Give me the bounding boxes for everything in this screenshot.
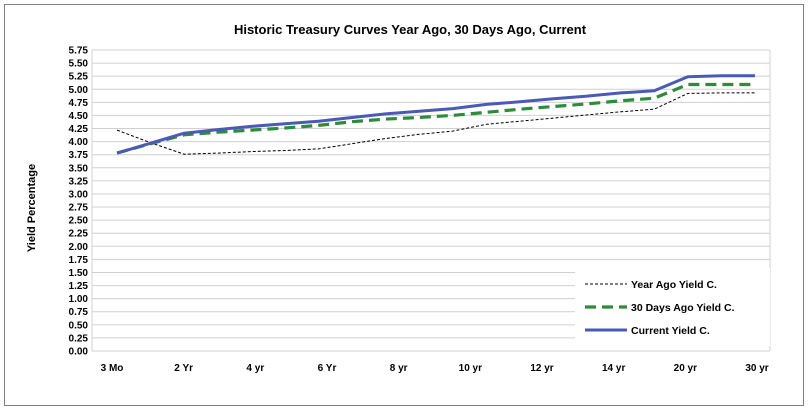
legend-label: Year Ago Yield C. <box>631 279 717 291</box>
y-tick-label: 3.50 <box>69 163 89 174</box>
x-tick-label: 8 yr <box>390 363 408 374</box>
y-tick-label: 0.75 <box>69 307 89 318</box>
x-tick-label: 30 yr <box>745 363 768 374</box>
x-tick-label: 4 yr <box>246 363 264 374</box>
x-tick-label: 10 yr <box>459 363 482 374</box>
y-tick-label: 5.75 <box>69 46 89 57</box>
y-tick-label: 1.75 <box>69 255 89 266</box>
y-tick-label: 0.00 <box>69 347 89 358</box>
series-lines <box>116 74 755 155</box>
y-tick-label: 1.50 <box>69 268 89 279</box>
series-line <box>116 82 755 155</box>
y-tick-label: 4.75 <box>69 98 89 109</box>
x-tick-label: 3 Mo <box>101 363 124 374</box>
y-tick-label: 1.25 <box>69 281 89 292</box>
y-tick-label: 2.25 <box>69 229 89 240</box>
y-tick-label: 4.50 <box>69 111 89 122</box>
x-tick-labels: 3 Mo 2 Yr 4 yr 6 Yr 8 yr 10 yr 12 yr 14 yr 20 yr… <box>101 363 769 374</box>
legend-label: Current Yield C. <box>631 325 710 337</box>
y-tick-label: 1.00 <box>69 294 89 305</box>
x-tick-label: 6 Yr <box>318 363 337 374</box>
chart-title: Historic Treasury Curves Year Ago, 30 Da… <box>234 22 587 37</box>
y-tick-label: 0.25 <box>69 333 89 344</box>
y-tick-label: 3.75 <box>69 150 89 161</box>
y-tick-label: 5.25 <box>69 72 89 83</box>
y-tick-label: 5.50 <box>69 59 89 70</box>
series-line <box>116 74 755 155</box>
x-tick-label: 14 yr <box>602 363 625 374</box>
y-tick-label: 5.00 <box>69 85 89 96</box>
y-tick-label: 4.25 <box>69 124 89 135</box>
x-tick-label: 12 yr <box>530 363 553 374</box>
x-tick-label: 2 Yr <box>174 363 193 374</box>
y-tick-label: 3.00 <box>69 189 89 200</box>
series-line <box>116 92 755 155</box>
legend: Year Ago Yield C. 30 Days Ago Yield C. Cur… <box>575 268 770 346</box>
y-axis-label: Yield Percentage <box>26 164 38 252</box>
y-tick-label: 2.75 <box>69 203 89 214</box>
y-tick-label: 3.25 <box>69 176 89 187</box>
y-tick-label: 4.00 <box>69 137 89 148</box>
legend-label: 30 Days Ago Yield C. <box>631 302 735 314</box>
y-tick-label: 2.00 <box>69 242 89 253</box>
y-tick-label: 2.50 <box>69 216 89 227</box>
x-tick-label: 20 yr <box>674 363 697 374</box>
y-tick-labels: 0.00 0.25 0.50 0.75 1.00 1.25 1.50 1.75 2.00 2.25… <box>69 46 89 358</box>
y-tick-label: 0.50 <box>69 320 89 331</box>
